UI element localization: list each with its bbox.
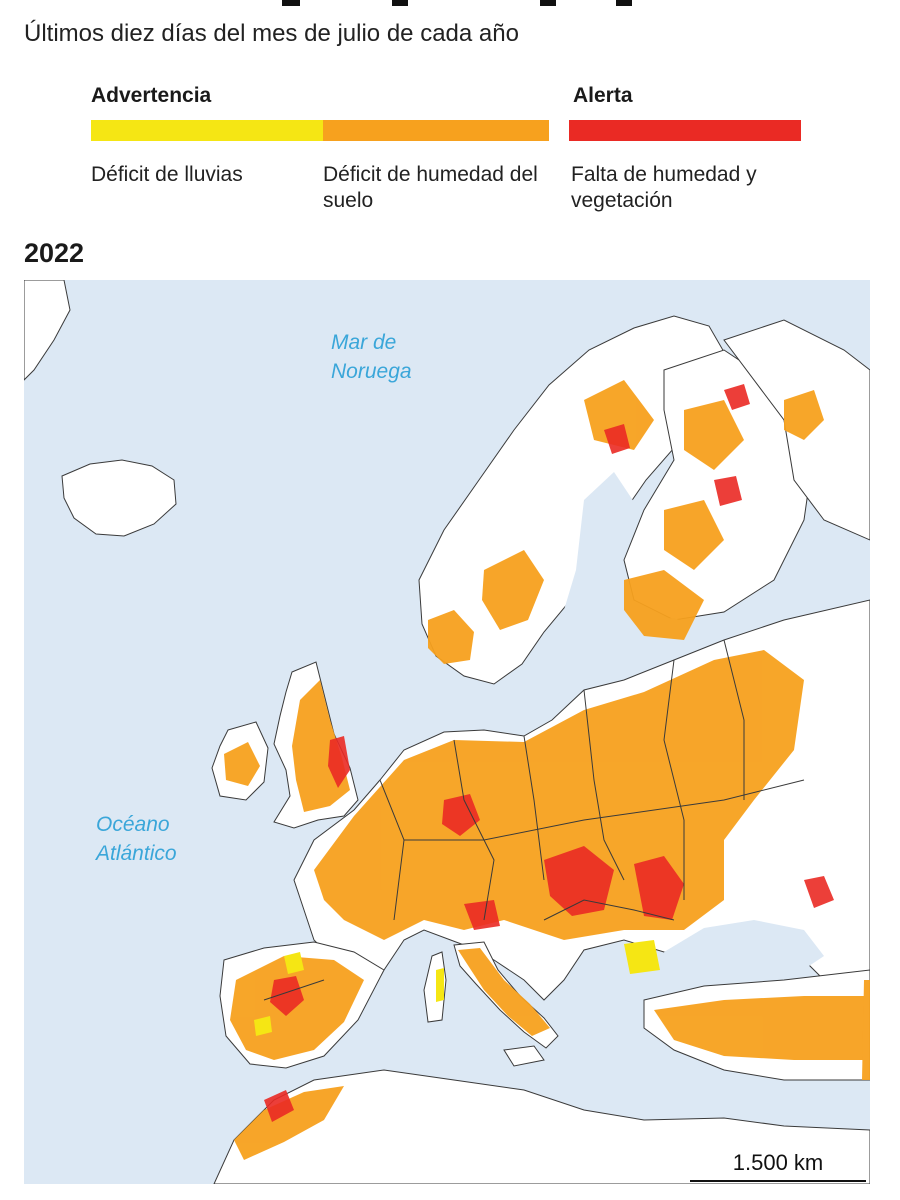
- sea-label-norway-line2: Noruega: [331, 360, 412, 383]
- country-borders: [263, 639, 805, 1001]
- legend-label-soil-moisture: Déficit de humedad del suelo: [323, 163, 538, 212]
- cropped-title: [0, 0, 900, 10]
- legend-header-warning: Advertencia: [91, 84, 212, 107]
- sea-label-atlantic-line2: Atlántico: [94, 842, 177, 865]
- map-year: 2022: [24, 238, 85, 268]
- drought-soil-moisture-areas: [224, 380, 870, 1160]
- legend-header-alert: Alerta: [573, 84, 633, 107]
- baltic-sea: [518, 472, 634, 724]
- drought-rain-deficit-areas: [254, 940, 660, 1036]
- black-sea: [664, 920, 824, 986]
- scale-bar-line: [690, 1180, 866, 1182]
- subtitle: Últimos diez días del mes de julio de ca…: [24, 20, 519, 47]
- legend-label-rain-deficit: Déficit de lluvias: [91, 163, 243, 186]
- legend-label-vegetation: Falta de humedad y vegetación: [571, 163, 757, 212]
- sea-label-atlantic-line1: Océano: [96, 813, 170, 836]
- legend-swatch-soil-moisture: [323, 120, 549, 141]
- scale-bar: 1.500 km: [690, 1150, 866, 1182]
- legend-swatch-vegetation: [569, 120, 801, 141]
- scale-bar-label: 1.500 km: [732, 1150, 824, 1175]
- iceland: [61, 459, 177, 537]
- greenland: [24, 280, 71, 381]
- sicily: [503, 1045, 545, 1067]
- legend-swatch-rain-deficit: [91, 120, 323, 141]
- drought-vegetation-areas: [264, 384, 834, 1122]
- drought-map: Mar de Noruega Océano Atlántico: [24, 280, 870, 1184]
- sea-label-norway-line1: Mar de: [331, 331, 396, 354]
